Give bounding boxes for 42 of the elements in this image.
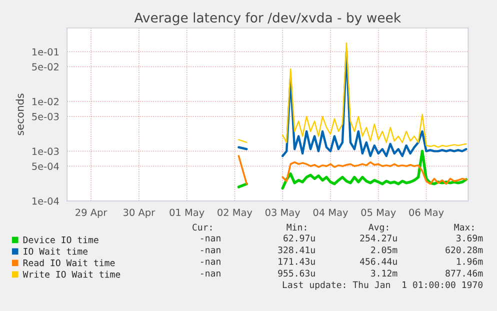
text: 3.12m <box>371 270 398 277</box>
x-tick-label: 03 May <box>265 208 300 218</box>
chart-title: Average latency for /dev/xvda - by week <box>134 12 402 26</box>
text: Avg: <box>368 224 388 232</box>
text: 328.41u <box>278 246 315 254</box>
y-tick-label: 1e-02 <box>32 98 58 106</box>
legend-label: Device IO time <box>23 236 98 244</box>
text: 955.63u <box>278 270 315 277</box>
legend-label: Read IO Wait time <box>23 259 115 266</box>
legend-label: Write IO Wait time <box>22 270 120 278</box>
text: Last update: Thu Jan 1 01:00:00 1970 <box>282 281 483 290</box>
x-tick-label: 04 May <box>313 208 348 218</box>
text: 3.69m <box>456 234 483 242</box>
x-tick-label: 06 May <box>409 208 444 218</box>
x-tick-label: 01 May <box>170 208 204 218</box>
text: 254.27u <box>360 234 397 242</box>
text: -nan <box>200 260 220 265</box>
y-tick-label: 1e-01 <box>32 48 59 56</box>
text: -nan <box>200 248 220 254</box>
y-tick-label: 5e-02 <box>32 63 58 71</box>
y-tick-label: 1e-04 <box>32 197 59 205</box>
y-axis-title: seconds <box>16 94 24 136</box>
text: -nan <box>200 236 220 242</box>
text: 62.97u <box>284 234 315 242</box>
y-tick-label: 1e-03 <box>32 148 59 156</box>
text: 2.05m <box>371 246 398 254</box>
x-tick-label: 30 Apr <box>124 208 156 218</box>
text: 456.44u <box>360 258 397 265</box>
x-tick-label: 29 Apr <box>76 208 108 218</box>
text: 877.46m <box>446 270 483 277</box>
text: Min: <box>286 224 306 230</box>
text: -nan <box>200 271 220 277</box>
legend-label: IO Wait time <box>24 248 88 255</box>
text: Max: <box>454 224 474 231</box>
text: 1.96m <box>456 258 483 265</box>
x-tick-label: 05 May <box>361 208 396 218</box>
text: Cur: <box>192 224 212 231</box>
y-tick-label: 5e-03 <box>32 112 59 120</box>
text: 171.43u <box>278 258 315 265</box>
x-tick-label: 02 May <box>218 208 252 218</box>
y-tick-label: 5e-04 <box>32 162 59 170</box>
text: 620.28m <box>446 246 483 254</box>
